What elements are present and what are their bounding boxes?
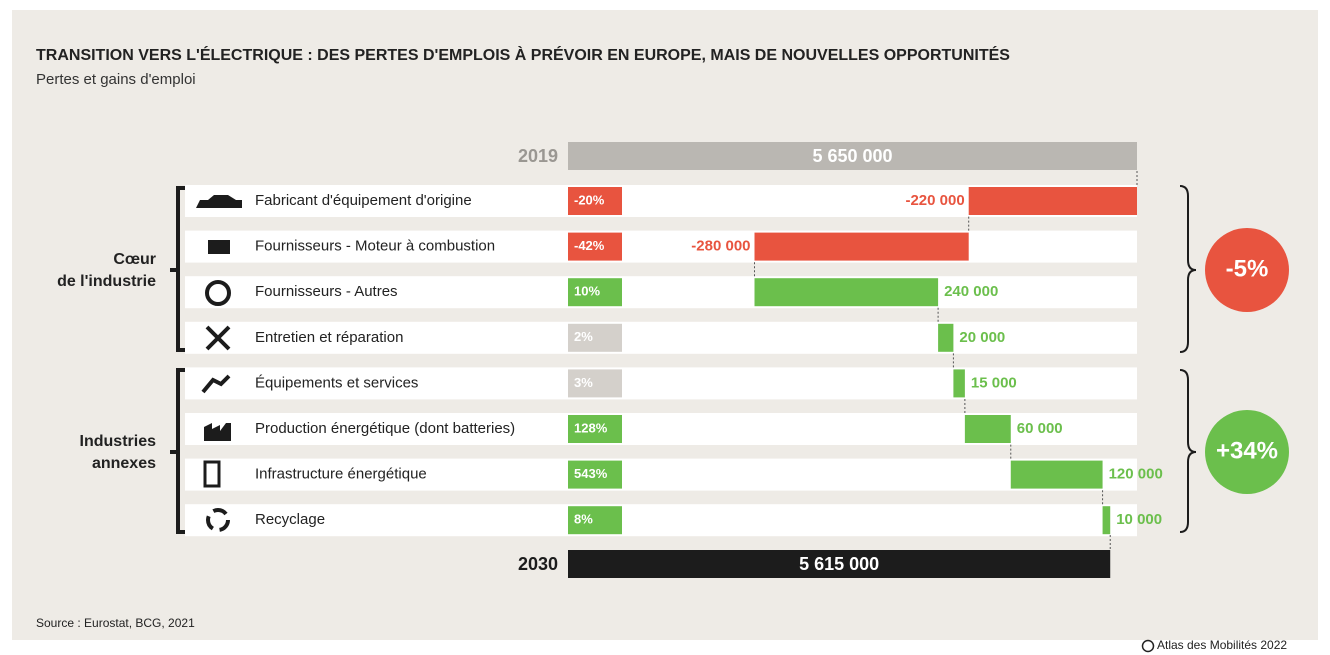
category-label: Entretien et réparation	[255, 329, 403, 346]
category-label: Fournisseurs - Moteur à combustion	[255, 238, 495, 255]
end-label: 2030	[518, 554, 558, 574]
category-label: Production énergétique (dont batteries)	[255, 420, 515, 437]
percent-box	[568, 232, 622, 261]
row-background	[185, 458, 1137, 491]
icon-wheel	[205, 280, 231, 306]
percent-box	[568, 506, 622, 535]
credit: Atlas des Mobilités 2022	[1157, 638, 1287, 652]
group-label: Industries	[80, 433, 157, 450]
value-label: 60 000	[1017, 420, 1063, 437]
bar	[964, 415, 1011, 443]
percent-label: 8%	[574, 512, 593, 527]
group-total-circle	[1205, 410, 1289, 494]
icon-car	[196, 195, 242, 208]
percent-label: 2%	[574, 329, 593, 344]
value-label: 240 000	[944, 283, 998, 300]
group-bracket	[170, 186, 186, 352]
icon-tools	[205, 325, 231, 351]
row-background	[185, 321, 1137, 354]
value-label: 120 000	[1109, 466, 1163, 483]
value-label: 15 000	[971, 374, 1017, 391]
value-label: -280 000	[691, 238, 750, 255]
end-bar	[568, 550, 1111, 578]
value-label: 10 000	[1116, 511, 1162, 528]
percent-box	[568, 369, 622, 398]
start-bar	[568, 142, 1137, 170]
chart-title: TRANSITION VERS L'ÉLECTRIQUE : DES PERTE…	[36, 45, 1010, 64]
bar	[938, 323, 954, 352]
group-brace	[1179, 185, 1197, 353]
group-label: de l'industrie	[57, 273, 156, 290]
icons	[196, 195, 242, 532]
icon-charger	[203, 460, 221, 488]
bar	[754, 278, 939, 307]
category-label: Équipements et services	[255, 374, 418, 391]
icon-recycle	[206, 508, 230, 532]
percent-box	[568, 323, 622, 352]
percent-box	[568, 415, 622, 443]
start-label: 2019	[518, 146, 558, 166]
icon-engine	[208, 240, 230, 254]
percent-label: 128%	[574, 420, 608, 435]
category-label: Fournisseurs - Autres	[255, 283, 398, 300]
end-value-label: 5 615 000	[799, 554, 879, 574]
group-label: annexes	[92, 455, 156, 472]
group-total-label: +34%	[1216, 437, 1278, 464]
group-total-circle	[1205, 228, 1289, 312]
category-label: Fabricant d'équipement d'origine	[255, 192, 472, 209]
percent-label: 10%	[574, 284, 600, 299]
start-value-label: 5 650 000	[812, 146, 892, 166]
icon-robot	[201, 374, 231, 394]
percent-box	[568, 187, 622, 215]
group-brace	[1179, 369, 1197, 533]
row-background	[185, 367, 1137, 400]
row-background	[185, 230, 1137, 263]
row-background	[185, 504, 1137, 537]
percent-label: 543%	[574, 466, 608, 481]
bar	[1102, 506, 1111, 535]
group-total-label: -5%	[1226, 255, 1269, 282]
icon-factory	[204, 423, 231, 441]
value-label: 20 000	[959, 329, 1005, 346]
percent-label: -20%	[574, 192, 605, 207]
percent-box	[568, 460, 622, 489]
chart-subtitle: Pertes et gains d'emploi	[36, 71, 196, 88]
row-background	[185, 276, 1137, 309]
percent-label: 3%	[574, 375, 593, 390]
group-bracket	[170, 368, 186, 534]
cc-icon	[1141, 639, 1155, 653]
source: Source : Eurostat, BCG, 2021	[36, 616, 195, 630]
bar	[1010, 460, 1103, 489]
percent-label: -42%	[574, 238, 605, 253]
group-label: Cœur	[113, 251, 156, 268]
bar	[754, 232, 969, 261]
category-label: Recyclage	[255, 511, 325, 528]
category-label: Infrastructure énergétique	[255, 466, 427, 483]
percent-box	[568, 278, 622, 307]
bar	[968, 187, 1137, 215]
value-label: -220 000	[905, 192, 964, 209]
bar	[953, 369, 965, 398]
